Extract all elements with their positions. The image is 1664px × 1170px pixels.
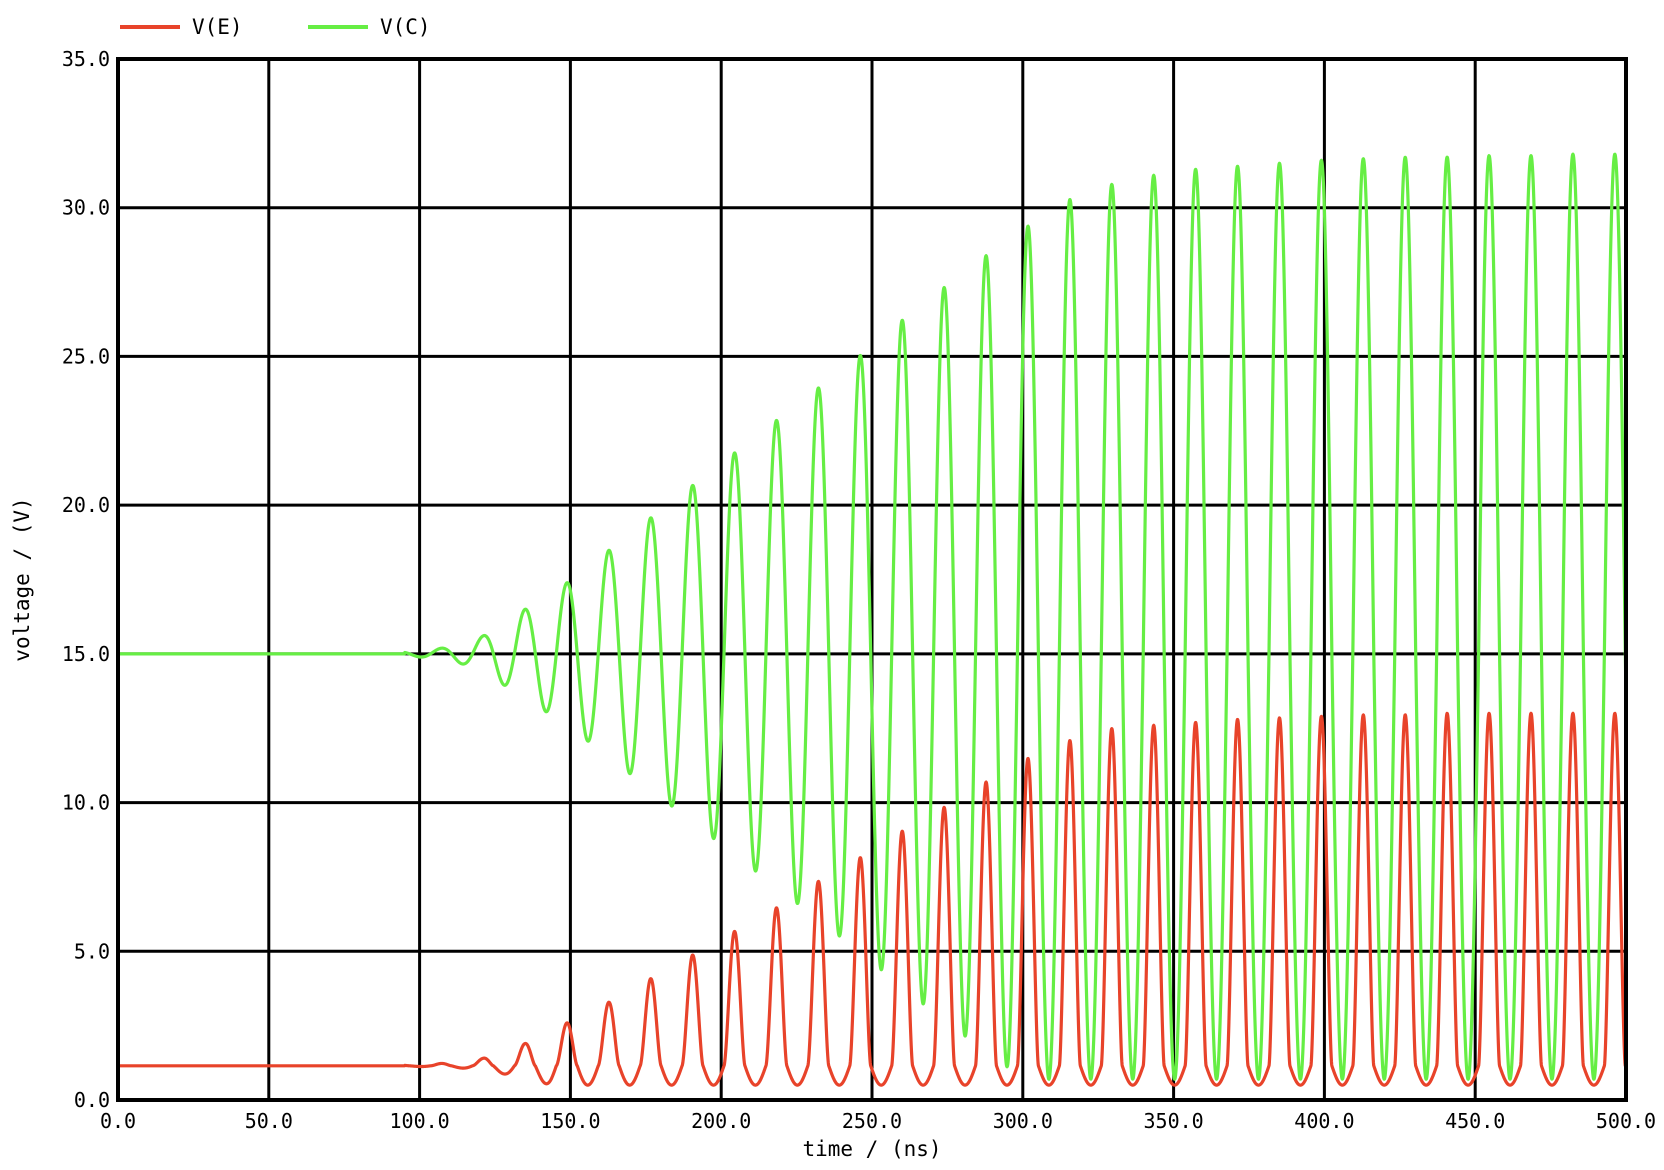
y-tick-label: 30.0 [62, 196, 110, 220]
x-tick-label: 250.0 [842, 1109, 902, 1133]
x-tick-label: 400.0 [1294, 1109, 1354, 1133]
x-tick-label: 300.0 [993, 1109, 1053, 1133]
y-tick-label: 35.0 [62, 47, 110, 71]
x-tick-label: 50.0 [245, 1109, 293, 1133]
series-line-vc [116, 152, 1628, 1081]
y-tick-label: 10.0 [62, 791, 110, 815]
series-line-ve [116, 711, 1628, 1087]
legend-label: V(C) [380, 15, 431, 39]
x-tick-label: 0.0 [100, 1109, 136, 1133]
x-tick-label: 150.0 [540, 1109, 600, 1133]
x-axis-ticks: 0.0 50.0 100.0 150.0 200.0 250.0 300.0 350.0 400… [100, 1109, 1656, 1133]
y-axis-ticks: 0.0 5.0 10.0 15.0 20.0 25.0 30.0 35.0 [62, 47, 110, 1112]
x-tick-label: 450.0 [1445, 1109, 1505, 1133]
y-tick-label: 5.0 [74, 939, 110, 963]
x-tick-label: 350.0 [1143, 1109, 1203, 1133]
y-tick-label: 15.0 [62, 642, 110, 666]
x-tick-label: 500.0 [1596, 1109, 1656, 1133]
legend: V(E) V(C) [120, 15, 431, 39]
legend-label: V(E) [192, 15, 243, 39]
x-tick-label: 200.0 [691, 1109, 751, 1133]
y-axis-label: voltage / (V) [10, 497, 34, 661]
y-tick-label: 25.0 [62, 344, 110, 368]
x-tick-label: 100.0 [389, 1109, 449, 1133]
y-tick-label: 0.0 [74, 1088, 110, 1112]
x-axis-label: time / (ns) [802, 1137, 941, 1161]
y-tick-label: 20.0 [62, 493, 110, 517]
plot-frame [116, 57, 1628, 1102]
series-layer [116, 152, 1628, 1087]
